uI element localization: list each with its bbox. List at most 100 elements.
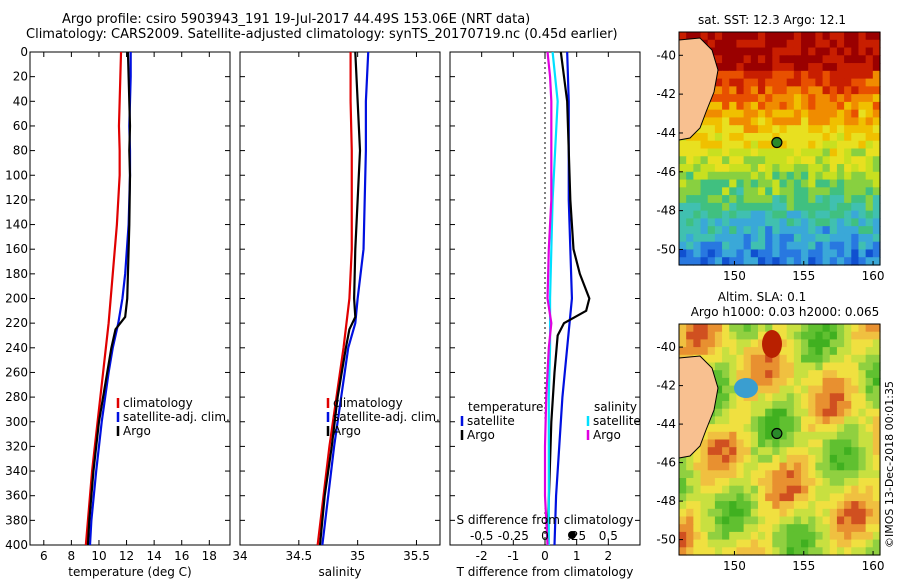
sla-map-cell — [714, 462, 723, 471]
sst-map-cell — [822, 32, 831, 41]
sst-map-cell — [707, 195, 716, 204]
sla-map-cell — [772, 362, 781, 371]
sst-map-cell — [679, 164, 687, 173]
sla-map-cell — [686, 547, 694, 556]
sla-map-cell — [808, 524, 816, 533]
sla-map-cell — [801, 370, 809, 379]
sla-map-cell — [700, 524, 709, 533]
sst-map-cell — [707, 233, 716, 243]
temperature-xtick-label: 8 — [68, 549, 76, 563]
sla-map-cell — [750, 401, 759, 410]
sla-map-cell — [729, 447, 738, 456]
sla-map-cell — [851, 539, 860, 548]
difference-xtick-label: -1 — [507, 549, 519, 563]
sla-map-cell — [779, 439, 788, 448]
sst-map-cell — [851, 257, 860, 266]
sla-map-cell — [815, 485, 824, 494]
sla-map-cell — [714, 547, 723, 556]
sst-map-cell — [729, 210, 738, 219]
sla-map-cell — [808, 393, 816, 402]
sla-map-cell — [822, 485, 831, 494]
sst-map-cell — [757, 125, 766, 134]
sla-map-cell — [865, 493, 874, 502]
sst-map-cell — [851, 109, 860, 119]
sla-map-cell — [815, 493, 824, 502]
sst-map-cell — [729, 171, 738, 181]
sst-map-cell — [829, 195, 838, 204]
sla-map-cell — [851, 485, 860, 494]
sst-map-cell — [793, 195, 802, 204]
sst-map-cell — [772, 78, 781, 87]
sst-map-cell — [851, 156, 860, 165]
sst-map-cell — [707, 101, 716, 111]
depth-tick-label: 220 — [5, 316, 28, 330]
sla-map-cell — [729, 331, 738, 340]
sst-map-cell — [750, 78, 759, 87]
sst-map-cell — [865, 94, 874, 103]
sla-map-cell — [765, 462, 773, 471]
sst-map-cell — [736, 187, 745, 196]
sst-map-cell — [736, 94, 745, 103]
sst-map-ytick-label: -44 — [656, 126, 676, 140]
sst-map-cell — [808, 148, 816, 157]
sla-map-cell — [786, 501, 795, 510]
sla-map-cell — [815, 370, 824, 379]
sla-map-cell — [786, 377, 795, 387]
salinity-xtick-label: 35 — [350, 549, 365, 563]
sla-map-cell — [851, 324, 860, 333]
sla-map-cell — [714, 324, 723, 333]
sst-map-cell — [765, 39, 773, 49]
sla-map-cell — [872, 524, 881, 533]
sla-map-cell — [757, 478, 766, 487]
sst-map-cell — [736, 210, 745, 219]
sst-map-cell — [822, 156, 831, 165]
sla-map-cell — [836, 347, 845, 356]
sla-map-cell — [750, 393, 759, 402]
sla-map-cell — [757, 331, 766, 340]
sla-map-cell — [722, 377, 730, 387]
sla-map-cell — [765, 470, 773, 479]
sla-map-cell — [786, 439, 795, 448]
sst-map-cell — [786, 187, 795, 196]
sla-map-cell — [679, 478, 687, 487]
sla-map-cell — [765, 377, 773, 387]
sst-map-cell — [858, 70, 867, 80]
sst-map-cell — [844, 233, 852, 243]
sst-map-cell — [786, 210, 795, 219]
sst-map-cell — [679, 179, 687, 188]
sla-map-cold-eddy — [734, 378, 758, 398]
sst-map-cell — [736, 156, 745, 165]
sla-map-cell — [757, 362, 766, 371]
sla-map-cell — [844, 370, 852, 379]
sla-map-cell — [815, 339, 824, 348]
sla-map-cell — [700, 339, 709, 348]
sla-map-cell — [872, 408, 881, 417]
sst-map-cell — [815, 226, 824, 235]
sla-map-cell — [829, 508, 838, 518]
sst-map-cell — [779, 94, 788, 103]
sla-map-cell — [679, 454, 687, 464]
sst-map-cell — [757, 171, 766, 181]
sla-map-cell — [801, 424, 809, 433]
sla-map-cell — [736, 501, 745, 510]
sst-map-cell — [743, 179, 752, 188]
sst-map-cell — [736, 78, 745, 87]
sla-map-cell — [801, 354, 809, 364]
sla-map-cell — [714, 516, 723, 525]
sla-map-cell — [786, 339, 795, 348]
sla-map-cell — [815, 439, 824, 448]
sst-map-cell — [707, 249, 716, 258]
sla-map-cell — [851, 531, 860, 541]
sst-map-cell — [765, 32, 773, 41]
sst-map-cell — [829, 32, 838, 41]
sla-map-cell — [872, 547, 881, 556]
sla-map-cell — [858, 331, 867, 340]
sla-map-cell — [743, 439, 752, 448]
sla-map-cell — [793, 478, 802, 487]
sla-map-cell — [822, 539, 831, 548]
sst-map-cell — [765, 70, 773, 80]
sla-map-cell — [714, 408, 723, 417]
sla-map-cell — [714, 393, 723, 402]
sla-map-cell — [801, 493, 809, 502]
sla-map-cell — [693, 524, 702, 533]
